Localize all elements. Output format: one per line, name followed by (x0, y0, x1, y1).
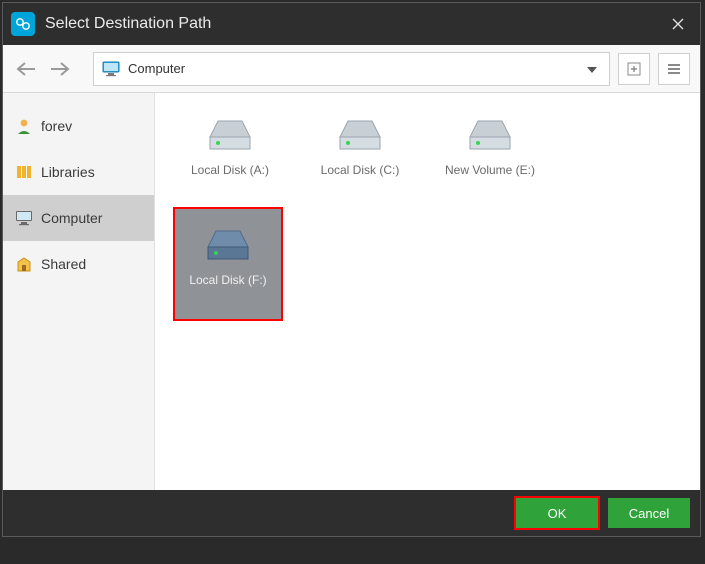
drive-item-f[interactable]: Local Disk (F:) (173, 207, 283, 321)
view-list-button[interactable] (658, 53, 690, 85)
user-icon (15, 117, 33, 135)
drive-item-e[interactable]: New Volume (E:) (425, 107, 555, 199)
sidebar-item-label: Libraries (41, 164, 95, 180)
app-icon (11, 12, 35, 36)
cancel-button[interactable]: Cancel (608, 498, 690, 528)
sidebar-item-label: Computer (41, 210, 102, 226)
nav-back-button[interactable] (13, 56, 39, 82)
shared-icon (15, 255, 33, 273)
sidebar: forev Libraries Computer Shared (3, 93, 155, 490)
path-box[interactable]: Computer (93, 52, 610, 86)
drive-icon (200, 223, 256, 265)
new-folder-button[interactable] (618, 53, 650, 85)
sidebar-item-computer[interactable]: Computer (3, 195, 154, 241)
drive-label: Local Disk (F:) (189, 273, 266, 287)
drive-item-a[interactable]: Local Disk (A:) (165, 107, 295, 199)
close-button[interactable] (656, 3, 700, 45)
window-title: Select Destination Path (45, 15, 211, 33)
drive-item-c[interactable]: Local Disk (C:) (295, 107, 425, 199)
toolbar: Computer (3, 45, 700, 93)
ok-button[interactable]: OK (516, 498, 598, 528)
drive-icon (332, 113, 388, 155)
content-pane: Local Disk (A:) Local Disk (C:) (155, 93, 700, 490)
sidebar-item-label: Shared (41, 256, 86, 272)
drive-grid: Local Disk (A:) Local Disk (C:) (165, 107, 690, 199)
dialog-window: Select Destination Path Computer (2, 2, 701, 537)
sidebar-item-libraries[interactable]: Libraries (3, 149, 154, 195)
libraries-icon (15, 163, 33, 181)
drive-icon (202, 113, 258, 155)
path-dropdown-icon[interactable] (583, 61, 601, 76)
path-text: Computer (128, 61, 583, 76)
footer: OK Cancel (3, 490, 700, 536)
computer-icon (102, 61, 120, 77)
sidebar-item-forev[interactable]: forev (3, 103, 154, 149)
nav-forward-button[interactable] (47, 56, 73, 82)
sidebar-item-shared[interactable]: Shared (3, 241, 154, 287)
drive-row-selected: Local Disk (F:) (165, 207, 690, 321)
drive-icon (462, 113, 518, 155)
drive-label: New Volume (E:) (445, 163, 535, 177)
computer-icon (15, 209, 33, 227)
body: forev Libraries Computer Shared (3, 93, 700, 490)
drive-label: Local Disk (C:) (321, 163, 400, 177)
titlebar: Select Destination Path (3, 3, 700, 45)
drive-label: Local Disk (A:) (191, 163, 269, 177)
sidebar-item-label: forev (41, 118, 72, 134)
